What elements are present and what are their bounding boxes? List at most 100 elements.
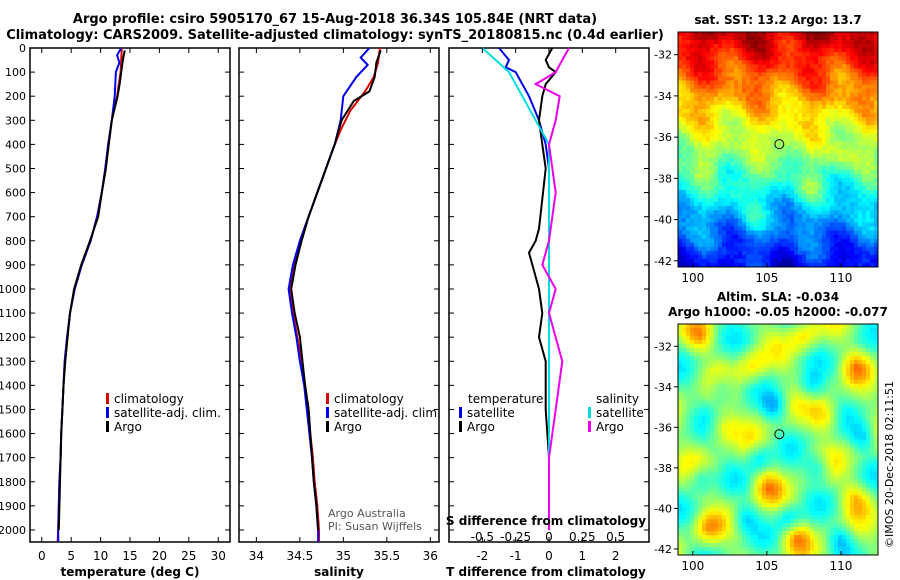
- map-cell: [718, 387, 723, 392]
- map-cell: [810, 407, 815, 412]
- map-cell: [770, 351, 775, 357]
- map-cell: [750, 48, 755, 53]
- map-cell: [766, 250, 771, 256]
- map-cell: [830, 415, 835, 420]
- map-cell: [854, 447, 859, 452]
- map-cell: [678, 141, 683, 146]
- map-cell: [762, 40, 767, 45]
- map-cell: [794, 198, 799, 203]
- map-cell: [846, 56, 851, 61]
- map-cell: [814, 113, 819, 118]
- map-cell: [698, 206, 703, 211]
- map-cell: [762, 88, 767, 94]
- map-cell: [790, 129, 795, 134]
- map-cell: [810, 339, 815, 345]
- map-cell: [874, 92, 879, 98]
- map-cell: [786, 419, 791, 424]
- map-cell: [794, 100, 799, 106]
- map-cell: [738, 169, 743, 175]
- map-cell: [706, 383, 711, 389]
- map-cell: [830, 125, 835, 130]
- map-cell: [870, 246, 875, 252]
- map-cell: [742, 403, 747, 408]
- map-cell: [694, 455, 699, 460]
- map-cell: [730, 194, 735, 199]
- map-cell: [682, 121, 687, 126]
- map-cell: [698, 467, 703, 472]
- map-cell: [850, 391, 855, 396]
- map-cell: [690, 117, 695, 122]
- map-cell: [726, 117, 731, 122]
- map-cell: [694, 185, 699, 191]
- map-cell: [814, 254, 819, 260]
- map-cell: [826, 129, 831, 134]
- map-cell: [818, 387, 823, 392]
- map-cell: [770, 359, 775, 365]
- map-cell: [814, 177, 819, 183]
- map-cell: [842, 133, 847, 138]
- map-cell: [822, 169, 827, 175]
- map-cell: [858, 210, 863, 215]
- map-cell: [870, 108, 875, 114]
- map-cell: [682, 258, 687, 264]
- map-cell: [870, 387, 875, 392]
- map-cell: [862, 439, 867, 444]
- map-cell: [762, 230, 767, 235]
- map-cell: [862, 177, 867, 183]
- map-cell: [786, 52, 791, 57]
- map-cell: [714, 80, 719, 85]
- map-cell: [866, 355, 871, 361]
- map-cell: [838, 48, 843, 53]
- map-cell: [682, 177, 687, 183]
- map-cell: [718, 113, 723, 118]
- map-cell: [822, 443, 827, 448]
- map-cell: [818, 141, 823, 146]
- map-cell: [698, 246, 703, 252]
- map-cell: [810, 226, 815, 231]
- map-cell: [862, 238, 867, 243]
- map-cell: [678, 92, 683, 98]
- map-cell: [766, 363, 771, 369]
- map-cell: [786, 181, 791, 187]
- map-cell: [690, 347, 695, 353]
- map-cell: [706, 108, 711, 114]
- map-cell: [870, 335, 875, 341]
- map-cell: [798, 258, 803, 264]
- map-cell: [714, 411, 719, 416]
- map-cell: [854, 407, 859, 412]
- map-cell: [726, 258, 731, 264]
- map-cell: [790, 254, 795, 260]
- map-cell: [790, 335, 795, 341]
- map-cell: [694, 367, 699, 373]
- map-cell: [814, 198, 819, 203]
- map-cell: [838, 145, 843, 150]
- map-cell: [874, 415, 879, 420]
- map-cell: [694, 375, 699, 381]
- map-cell: [774, 387, 779, 392]
- map-cell: [738, 100, 743, 106]
- map-cell: [798, 52, 803, 57]
- map-cell: [762, 153, 767, 158]
- map-cell: [838, 324, 843, 329]
- map-cell: [826, 351, 831, 357]
- map-cell: [726, 96, 731, 102]
- map-cell: [738, 262, 743, 268]
- map-cell: [730, 117, 735, 122]
- map-cell: [858, 44, 863, 49]
- map-cell: [870, 230, 875, 235]
- map-cell: [770, 165, 775, 171]
- map-cell: [730, 246, 735, 252]
- map-cell: [842, 117, 847, 122]
- map-cell: [790, 165, 795, 171]
- map-cell: [710, 80, 715, 85]
- map-cell: [774, 157, 779, 162]
- map-cell: [866, 202, 871, 207]
- map-cell: [766, 419, 771, 424]
- map-cell: [742, 44, 747, 49]
- map-cell: [758, 439, 763, 444]
- map-cell: [778, 181, 783, 187]
- map-cell: [830, 32, 835, 37]
- map-cell: [854, 339, 859, 345]
- map-cell: [790, 367, 795, 373]
- map-cell: [850, 363, 855, 369]
